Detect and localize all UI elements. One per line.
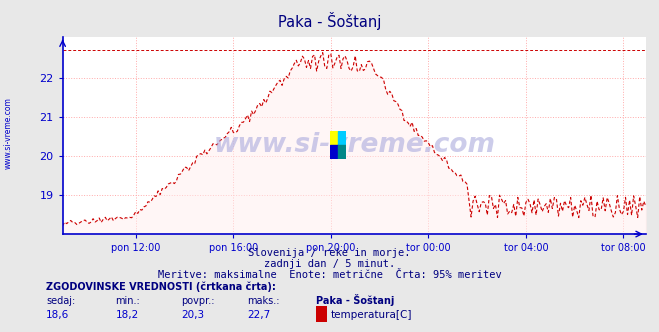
Text: povpr.:: povpr.: bbox=[181, 296, 215, 306]
Text: maks.:: maks.: bbox=[247, 296, 279, 306]
Text: Paka - Šoštanj: Paka - Šoštanj bbox=[278, 12, 381, 30]
Text: Meritve: maksimalne  Enote: metrične  Črta: 95% meritev: Meritve: maksimalne Enote: metrične Črta… bbox=[158, 270, 501, 280]
Text: sedaj:: sedaj: bbox=[46, 296, 75, 306]
Text: 22,7: 22,7 bbox=[247, 310, 270, 320]
Bar bbox=[338, 131, 346, 145]
Text: 18,6: 18,6 bbox=[46, 310, 69, 320]
Text: zadnji dan / 5 minut.: zadnji dan / 5 minut. bbox=[264, 259, 395, 269]
Text: 18,2: 18,2 bbox=[115, 310, 138, 320]
Text: Paka - Šoštanj: Paka - Šoštanj bbox=[316, 294, 395, 306]
Text: min.:: min.: bbox=[115, 296, 140, 306]
Bar bbox=[338, 145, 346, 159]
Text: 20,3: 20,3 bbox=[181, 310, 204, 320]
Bar bbox=[330, 145, 338, 159]
Text: www.si-vreme.com: www.si-vreme.com bbox=[214, 132, 495, 158]
Text: Slovenija / reke in morje.: Slovenija / reke in morje. bbox=[248, 248, 411, 258]
Text: ZGODOVINSKE VREDNOSTI (črtkana črta):: ZGODOVINSKE VREDNOSTI (črtkana črta): bbox=[46, 282, 276, 292]
Text: www.si-vreme.com: www.si-vreme.com bbox=[3, 97, 13, 169]
Bar bbox=[330, 131, 338, 145]
Text: temperatura[C]: temperatura[C] bbox=[331, 310, 413, 320]
